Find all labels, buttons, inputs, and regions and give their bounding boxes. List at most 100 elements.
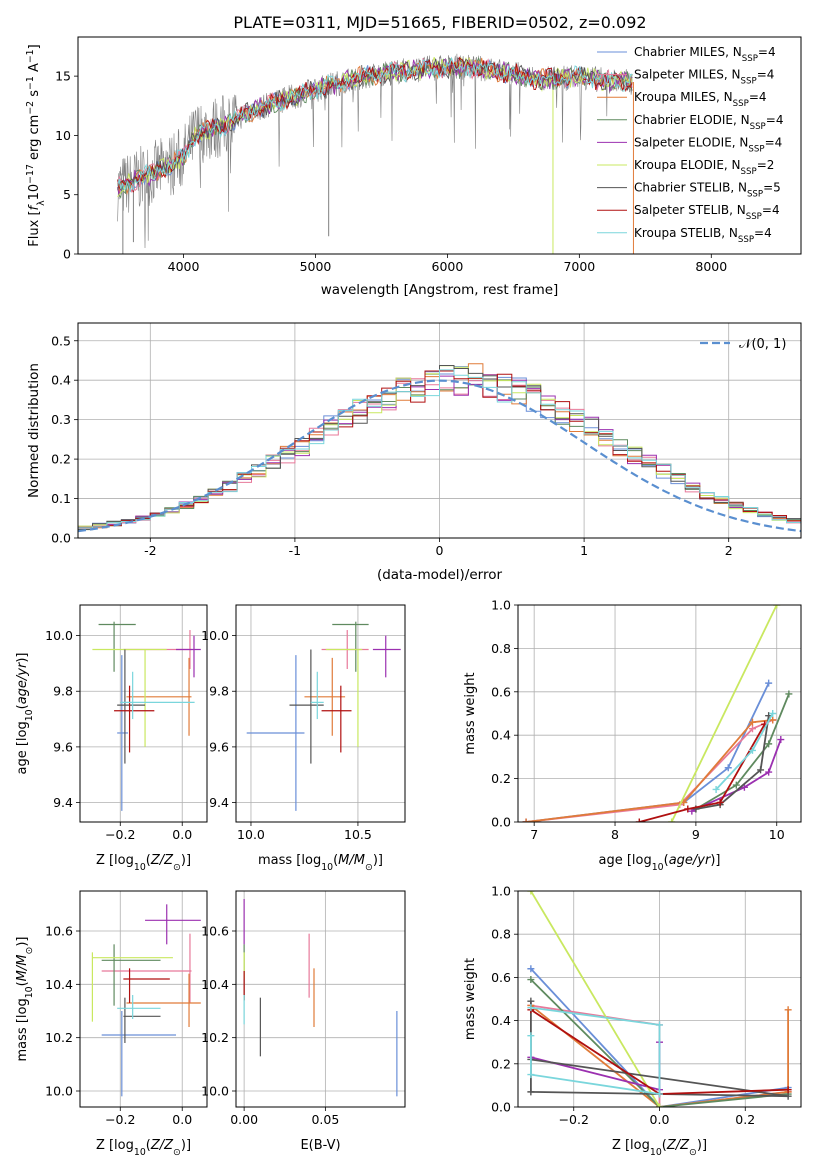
label-part: )] xyxy=(15,937,30,947)
weight-line xyxy=(639,723,766,822)
label-part: Flux [ xyxy=(27,210,42,246)
weight-marker xyxy=(784,1006,792,1014)
label-part: 10 xyxy=(27,184,42,201)
label-part: =4 xyxy=(762,203,780,217)
weight-marker xyxy=(527,1071,535,1079)
y-tick-label: 9.4 xyxy=(209,795,229,810)
label-part: ⊙ xyxy=(173,1147,181,1158)
weight-marker xyxy=(522,818,530,822)
weight-line xyxy=(525,682,770,822)
axes-z-weight: −0.2 0.0 0.2 0.0 0.2 0.4 0.6 0.8 1.0 Z [log10(Z/Z… xyxy=(463,884,802,1158)
x-tick-label: 0.0 xyxy=(172,827,192,842)
plot-area xyxy=(246,621,401,811)
label-part: −17 xyxy=(25,164,36,184)
y-tick-label: 10.0 xyxy=(45,1084,73,1099)
legend-label: Chabrier ELODIE, NSSP=4 xyxy=(634,113,783,132)
axes-spectrum: 4000 5000 6000 7000 8000 0 5 10 15 wavelength [An… xyxy=(25,36,802,298)
y-tick-label: 0 xyxy=(63,247,71,262)
label-part: mass weight xyxy=(463,672,478,754)
x-tick-label: 10.5 xyxy=(344,827,372,842)
y-tick-label: 0.6 xyxy=(491,970,511,985)
label-part: ⊙ xyxy=(173,862,181,873)
label-part: SSP xyxy=(733,99,749,109)
weight-marker xyxy=(527,997,535,1005)
label-part: ⊙ xyxy=(689,1147,697,1158)
weight-line xyxy=(530,968,789,1107)
label-part: ( xyxy=(146,1138,151,1153)
weight-marker xyxy=(769,716,777,724)
label-part: 10 xyxy=(134,862,146,873)
label-part: SSP xyxy=(742,54,758,64)
weight-marker xyxy=(635,818,643,822)
x-tick-label: −0.2 xyxy=(105,1112,135,1127)
y-axis-label: Normed distribution xyxy=(26,363,42,498)
y-tick-label: 0.4 xyxy=(51,373,71,388)
y-tick-label: 10.2 xyxy=(201,1030,229,1045)
label-part: 10 xyxy=(650,1147,662,1158)
axes-ebv-mass: 0.00 0.05 10.0 10.2 10.4 10.6 xyxy=(201,890,406,1127)
x-tick-label: 0 xyxy=(436,543,444,558)
axes-frame xyxy=(79,890,208,1108)
y-tick-label: 10.4 xyxy=(201,977,229,992)
y-tick-label: 0.1 xyxy=(51,491,71,506)
y-tick-label: 10.4 xyxy=(45,977,73,992)
weight-marker xyxy=(684,805,692,813)
weight-marker xyxy=(765,768,773,776)
y-tick-label: 10.0 xyxy=(201,1084,229,1099)
x-axis-label: age [log10(age/yr)] xyxy=(598,853,720,873)
y-tick-label: 5 xyxy=(63,187,71,202)
plot-area xyxy=(78,363,801,533)
axes-frame xyxy=(235,890,406,1108)
legend-label: Salpeter ELODIE, NSSP=4 xyxy=(634,135,782,154)
label-part: SSP xyxy=(747,190,763,200)
label-part: =4 xyxy=(766,113,784,127)
x-tick-label: 7000 xyxy=(563,259,595,274)
x-tick-label: 0.2 xyxy=(735,1112,755,1127)
y-tick-label: 15 xyxy=(55,69,71,84)
weight-line xyxy=(530,1042,661,1091)
y-axis-label: mass [log10(M/M⊙)] xyxy=(15,937,35,1062)
y-tick-label: 0.6 xyxy=(491,684,511,699)
y-tick-label: 9.6 xyxy=(53,739,73,754)
axes-frame xyxy=(235,604,406,823)
axes-z-age: −0.2 0.09.49.69.810.0Z [log10(Z/Z⊙)]age [… xyxy=(15,604,208,873)
label-part: M/M xyxy=(338,853,365,868)
weight-marker xyxy=(765,740,773,748)
x-axis-label: wavelength [Angstrom, rest frame] xyxy=(321,282,559,298)
label-part: =4 xyxy=(765,135,783,149)
y-axis-label: Flux [fλ10−17 erg cm−2 s−1 A−1] xyxy=(25,44,47,246)
label-part: =4 xyxy=(749,90,767,104)
label-part: ( xyxy=(15,704,30,709)
weight-marker xyxy=(784,1086,792,1094)
label-part: age/yr xyxy=(669,853,712,868)
y-tick-label: 10.0 xyxy=(201,628,229,643)
x-tick-label: 0.0 xyxy=(172,1112,192,1127)
label-part: age [log xyxy=(598,853,651,868)
label-part: Z/Z xyxy=(150,853,174,868)
weight-marker xyxy=(769,710,777,717)
label-part: Z [log xyxy=(96,1138,134,1153)
y-tick-label: 9.8 xyxy=(53,684,73,699)
weight-line xyxy=(525,719,773,822)
histogram-kroupa-stelib xyxy=(78,369,801,529)
weight-line xyxy=(695,715,770,810)
axes-mass-age: 10.0 10.5 9.4 9.6 9.8 10.0 mass [log10(M/M⊙)] xyxy=(201,604,406,873)
y-tick-label: 0.4 xyxy=(491,1013,511,1028)
label-part: SSP xyxy=(741,167,757,177)
label-part: ( xyxy=(662,1138,667,1153)
weight-marker xyxy=(757,766,765,774)
label-part: Z [log xyxy=(96,853,134,868)
plot-area xyxy=(522,605,793,822)
weight-line xyxy=(530,1004,789,1107)
legend-label: 𝒩(0, 1) xyxy=(739,337,786,352)
label-part: )] xyxy=(181,853,191,868)
x-axis-label: E(B-V) xyxy=(300,1138,340,1153)
y-axis-label: mass weight xyxy=(463,672,478,754)
legend-label: Chabrier MILES, NSSP=4 xyxy=(634,45,776,64)
x-tick-label: 10.0 xyxy=(237,827,265,842)
label-part: Kroupa ELODIE, N xyxy=(634,158,741,172)
x-tick-label: 9 xyxy=(692,827,700,842)
